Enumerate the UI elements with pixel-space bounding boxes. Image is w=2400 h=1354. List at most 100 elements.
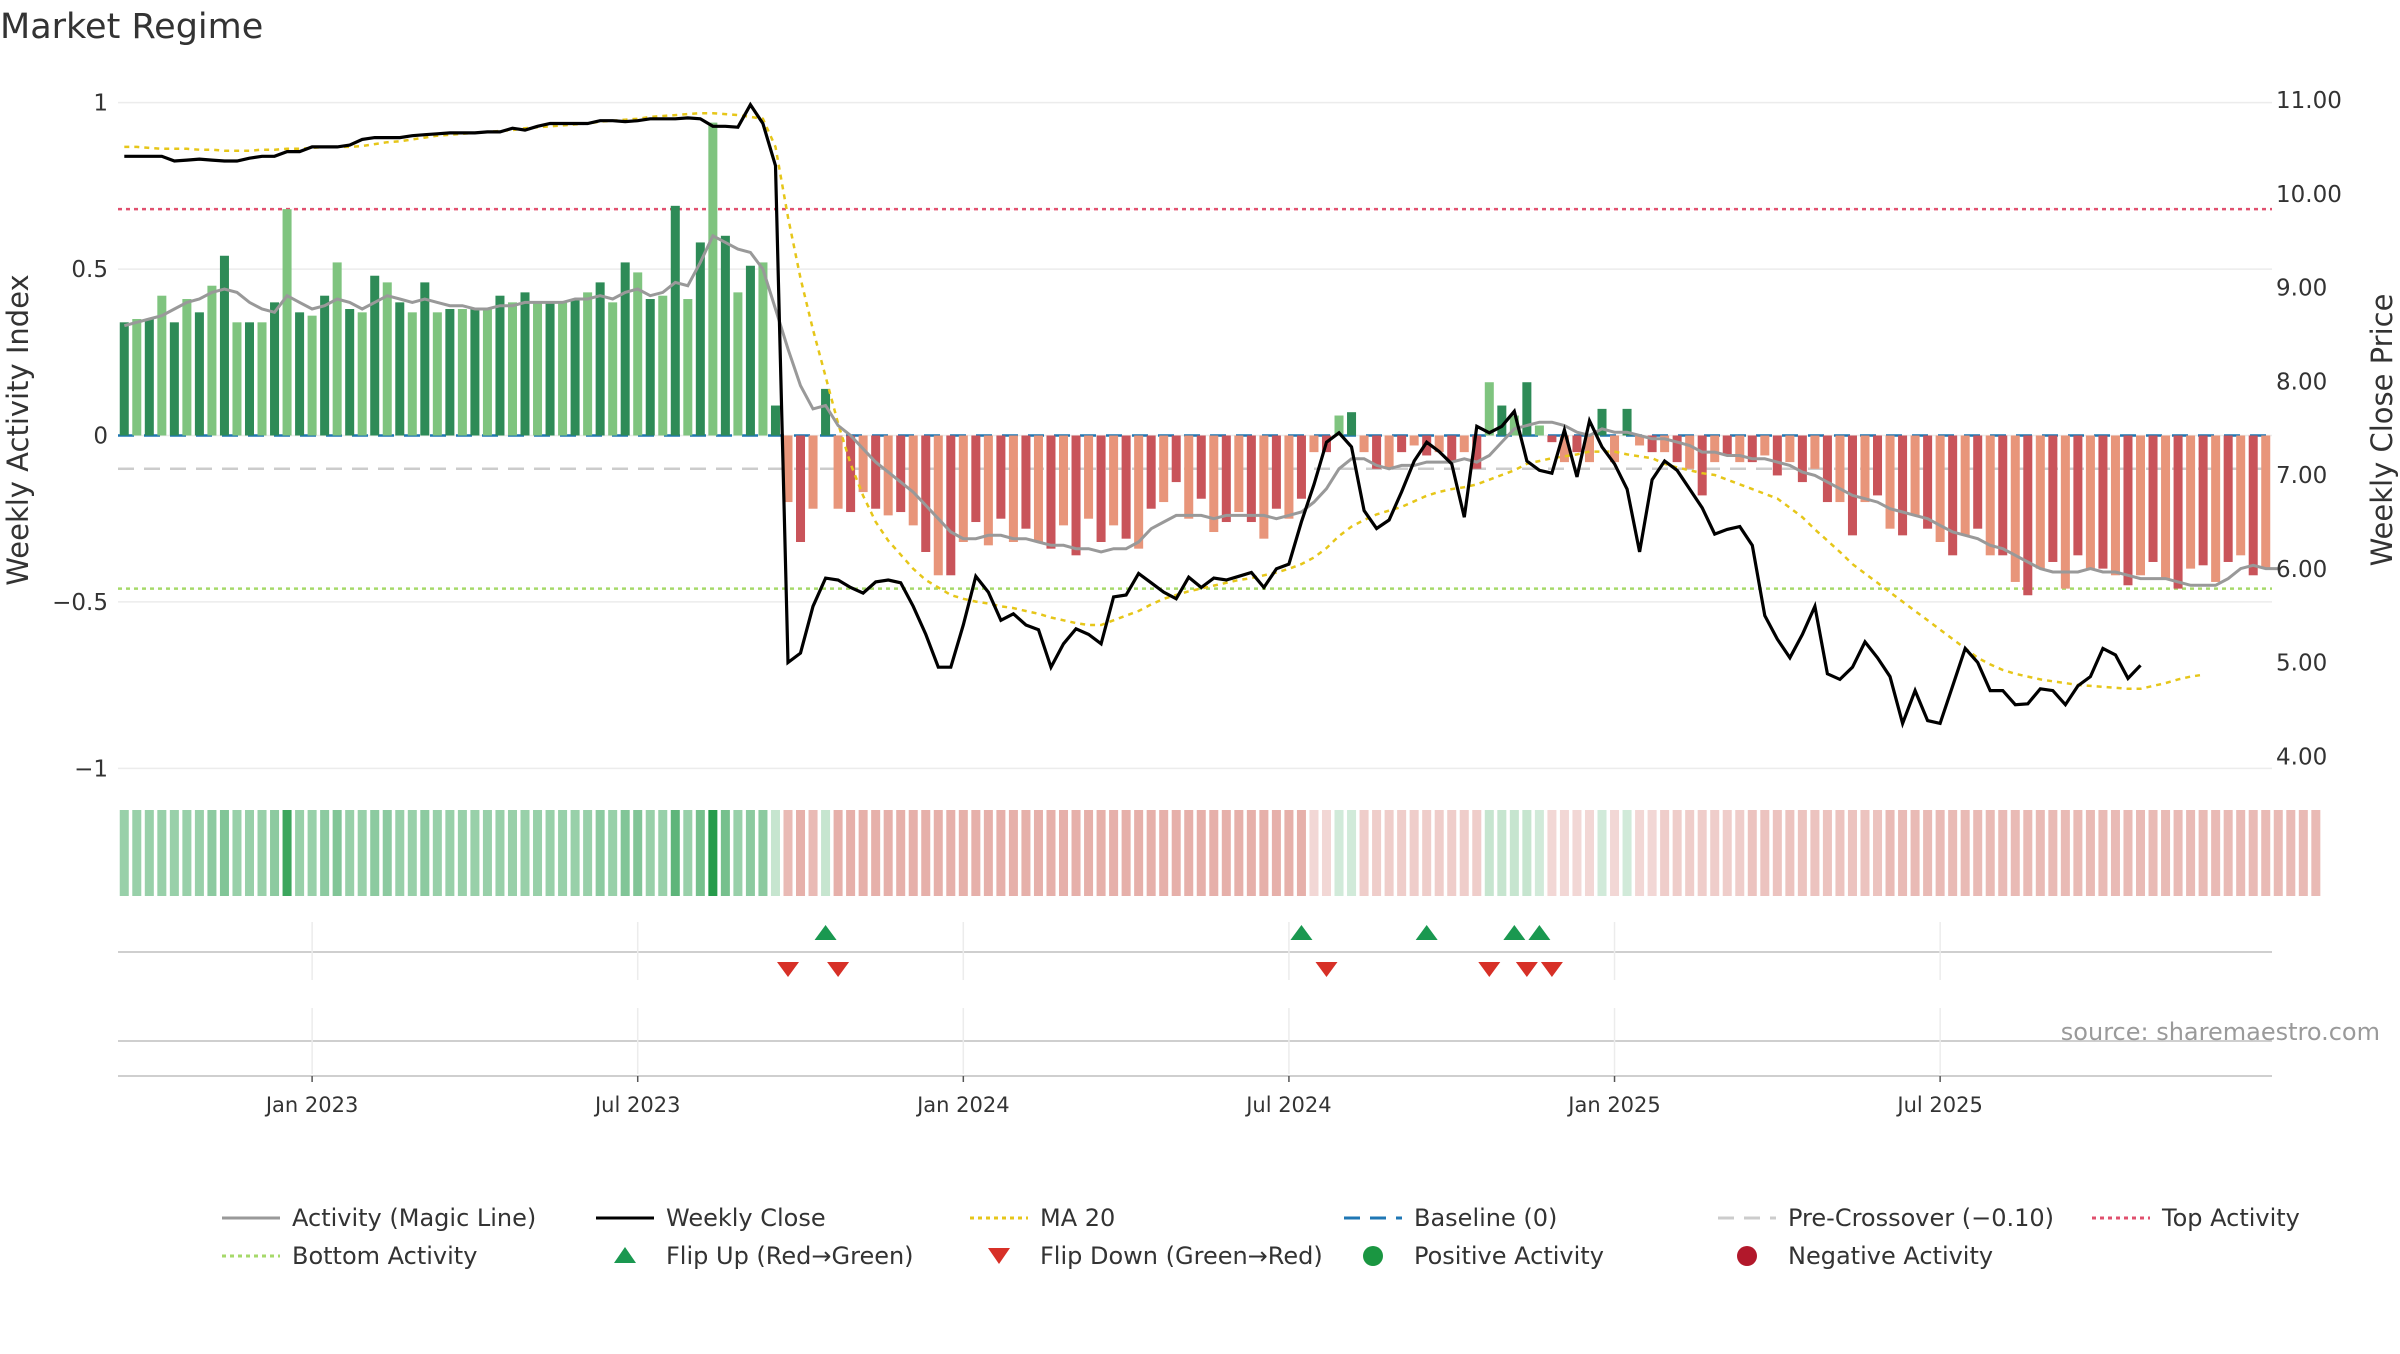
activity-bar <box>382 282 392 436</box>
regime-strip-cell <box>432 810 442 896</box>
legend-swatch <box>988 1248 1010 1264</box>
regime-strip-cell <box>2161 810 2171 896</box>
regime-strip-cell <box>2198 810 2208 896</box>
activity-bar <box>558 302 568 436</box>
axis-ticks: 1 0.5 0 −0.5 −1 11.00 10.00 9.00 8.00 7.00 6.00 5.0… <box>52 88 2342 1117</box>
activity-bar <box>2148 435 2158 562</box>
regime-strip-cell <box>520 810 530 896</box>
flip-down-marker <box>1315 962 1338 977</box>
activity-bar <box>1296 435 1306 499</box>
regime-strip-cell <box>670 810 680 896</box>
regime-strip-cell <box>1447 810 1457 896</box>
regime-strip-cell <box>1873 810 1883 896</box>
activity-magic-line <box>123 233 2279 587</box>
regime-strip-cell <box>420 810 430 896</box>
activity-bar <box>1660 435 1670 453</box>
regime-strip-cell <box>157 810 167 896</box>
activity-bar <box>482 309 492 436</box>
activity-bar <box>971 435 981 523</box>
activity-bar <box>533 302 543 436</box>
chart-lines <box>123 101 2279 729</box>
activity-bar <box>708 122 718 436</box>
y-right-tick-label: 9.00 <box>2276 276 2327 302</box>
regime-strip-cell <box>2060 810 2070 896</box>
regime-strip-cell <box>2023 810 2033 896</box>
regime-strip-cell <box>257 810 267 896</box>
activity-bar <box>1196 435 1206 499</box>
flip-up-marker <box>1528 925 1551 940</box>
legend-label: Flip Down (Green→Red) <box>1040 1242 1323 1270</box>
y-left-axis-title: Weekly Activity Index <box>1 274 35 585</box>
activity-bar <box>1985 435 1995 556</box>
regime-strip-cell <box>1610 810 1620 896</box>
regime-strip-cell <box>1284 810 1294 896</box>
activity-bar <box>1134 435 1144 549</box>
activity-bar <box>1397 435 1407 453</box>
regime-strip-cell <box>1509 810 1519 896</box>
regime-strip-cell <box>958 810 968 896</box>
regime-strip-cell <box>708 810 718 896</box>
regime-strip-cell <box>1484 810 1494 896</box>
flip-down-marker <box>827 962 850 977</box>
activity-bar <box>1735 435 1745 463</box>
regime-strip-cell <box>1296 810 1306 896</box>
regime-strip-cell <box>2098 810 2108 896</box>
activity-bar <box>1873 435 1883 496</box>
source-credit: source: sharemaestro.com <box>2061 1018 2380 1046</box>
activity-bar <box>1184 435 1194 519</box>
x-tick-label: Jan 2025 <box>1566 1093 1661 1117</box>
flip-markers <box>118 922 2272 1082</box>
activity-bar <box>357 312 367 436</box>
activity-bar <box>1271 435 1281 509</box>
regime-strip-cell <box>1459 810 1469 896</box>
activity-bar <box>946 435 956 576</box>
activity-bar <box>695 242 705 436</box>
regime-strip-cell <box>1121 810 1131 896</box>
regime-strip-cell <box>620 810 630 896</box>
regime-strip-cell <box>658 810 668 896</box>
legend-item: Weekly Close <box>596 1204 826 1232</box>
activity-bar <box>2110 435 2120 576</box>
activity-bar <box>1447 435 1457 463</box>
activity-bar <box>658 295 668 436</box>
regime-strip-cell <box>1685 810 1695 896</box>
regime-strip-cell <box>2211 810 2221 896</box>
regime-strip-cell <box>470 810 480 896</box>
regime-strip-cell <box>1196 810 1206 896</box>
regime-strip-cell <box>169 810 179 896</box>
activity-bar <box>996 435 1006 519</box>
activity-bar <box>1008 435 1018 543</box>
regime-strip-cell <box>232 810 242 896</box>
regime-strip-cell <box>507 810 517 896</box>
regime-strip-cell <box>758 810 768 896</box>
activity-bar <box>933 435 943 576</box>
regime-strip-cell <box>1372 810 1382 896</box>
regime-strip-cell <box>846 810 856 896</box>
regime-strip-cell <box>645 810 655 896</box>
activity-bar <box>633 272 643 436</box>
regime-strip-cell <box>457 810 467 896</box>
activity-bar <box>1822 435 1832 503</box>
activity-bar <box>1547 435 1557 443</box>
regime-strip-cell <box>1234 810 1244 896</box>
y-right-tick-label: 4.00 <box>2276 744 2327 770</box>
regime-strip-cell <box>2298 810 2308 896</box>
regime-strip-cell <box>1998 810 2008 896</box>
regime-strip-cell <box>745 810 755 896</box>
legend-swatch <box>1363 1246 1383 1266</box>
regime-strip-cell <box>1660 810 1670 896</box>
regime-strip-cell <box>132 810 142 896</box>
regime-strip-cell <box>2173 810 2183 896</box>
activity-bar <box>219 255 229 436</box>
y-left-tick-label: 0.5 <box>71 257 108 283</box>
activity-bar <box>2223 435 2233 562</box>
activity-bar <box>1084 435 1094 519</box>
activity-bar <box>2161 435 2171 579</box>
regime-strip-cell <box>1647 810 1657 896</box>
regime-strip-cell <box>1334 810 1344 896</box>
regime-strip-cell <box>858 810 868 896</box>
activity-bar <box>608 302 618 436</box>
activity-bar <box>2048 435 2058 562</box>
regime-strip-cell <box>1472 810 1482 896</box>
